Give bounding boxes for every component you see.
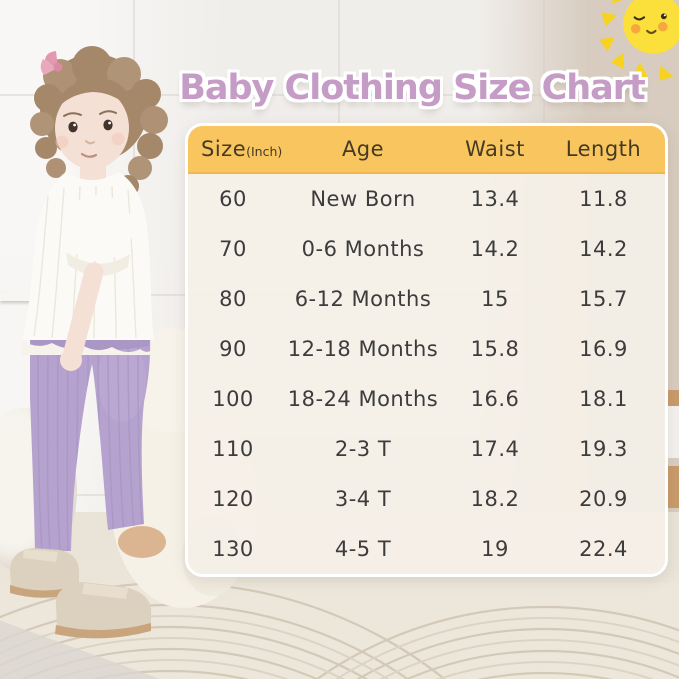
toddler-photo [10, 46, 168, 639]
table-row: 120 3-4 T 18.2 20.9 [188, 474, 665, 524]
cell-length: 18.1 [579, 387, 628, 411]
column-header-size: Size(Inch) [188, 137, 282, 161]
table-row: 130 4-5 T 19 22.4 [188, 524, 665, 574]
baby-arm [60, 262, 104, 371]
size-chart-table: Size(Inch) Age Waist Length 60 New Born 13… [185, 123, 668, 577]
cell-waist: 14.2 [470, 237, 520, 261]
cell-size: 100 [212, 387, 254, 411]
cell-length: 11.8 [579, 187, 628, 211]
cell-length: 20.9 [579, 487, 628, 511]
table-row: 90 12-18 Months 15.8 16.9 [188, 324, 665, 374]
cell-size: 110 [212, 437, 254, 461]
cell-length: 15.7 [579, 287, 628, 311]
table-row: 100 18-24 Months 16.6 18.1 [188, 374, 665, 424]
cell-age: 4-5 T [334, 537, 392, 561]
cell-waist: 19 [481, 537, 509, 561]
table-row: 60 New Born 13.4 11.8 [188, 174, 665, 224]
column-header-waist: Waist [465, 137, 525, 161]
table-row: 70 0-6 Months 14.2 14.2 [188, 224, 665, 274]
sun-icon [599, 0, 679, 81]
wood-stool [666, 390, 679, 508]
cell-size: 60 [219, 187, 247, 211]
baby-shoes [10, 548, 151, 639]
cell-size: 90 [219, 337, 247, 361]
column-header-age: Age [341, 137, 385, 161]
size-unit-label: (Inch) [246, 144, 283, 159]
cell-size: 70 [219, 237, 247, 261]
table-row: 80 6-12 Months 15 15.7 [188, 274, 665, 324]
cell-length: 16.9 [579, 337, 628, 361]
cell-waist: 18.2 [470, 487, 520, 511]
cell-waist: 15 [481, 287, 509, 311]
cell-size: 80 [219, 287, 247, 311]
column-header-length: Length [565, 137, 642, 161]
cell-waist: 17.4 [470, 437, 520, 461]
cell-length: 22.4 [579, 537, 628, 561]
table-row: 110 2-3 T 17.4 19.3 [188, 424, 665, 474]
page-title: Baby Clothing Size Chart [179, 68, 646, 108]
cell-age: 3-4 T [334, 487, 392, 511]
cell-age: New Born [310, 187, 416, 211]
cell-waist: 13.4 [470, 187, 520, 211]
cell-age: 0-6 Months [301, 237, 425, 261]
cell-age: 6-12 Months [294, 287, 432, 311]
cell-waist: 15.8 [470, 337, 520, 361]
cell-length: 14.2 [579, 237, 628, 261]
baby-face [54, 78, 132, 169]
cell-size: 130 [212, 537, 254, 561]
cell-age: 12-18 Months [287, 337, 439, 361]
cell-size: 120 [212, 487, 254, 511]
baby-leggings [30, 334, 151, 551]
size-label: Size [201, 137, 247, 161]
table-header-row: Size(Inch) Age Waist Length [188, 126, 665, 174]
cell-age: 2-3 T [334, 437, 392, 461]
table-body: 60 New Born 13.4 11.8 70 0-6 Months 14.2 14.2 … [188, 174, 665, 574]
hair-bow-icon [40, 51, 63, 75]
cell-length: 19.3 [579, 437, 628, 461]
cell-waist: 16.6 [470, 387, 520, 411]
cell-age: 18-24 Months [287, 387, 439, 411]
